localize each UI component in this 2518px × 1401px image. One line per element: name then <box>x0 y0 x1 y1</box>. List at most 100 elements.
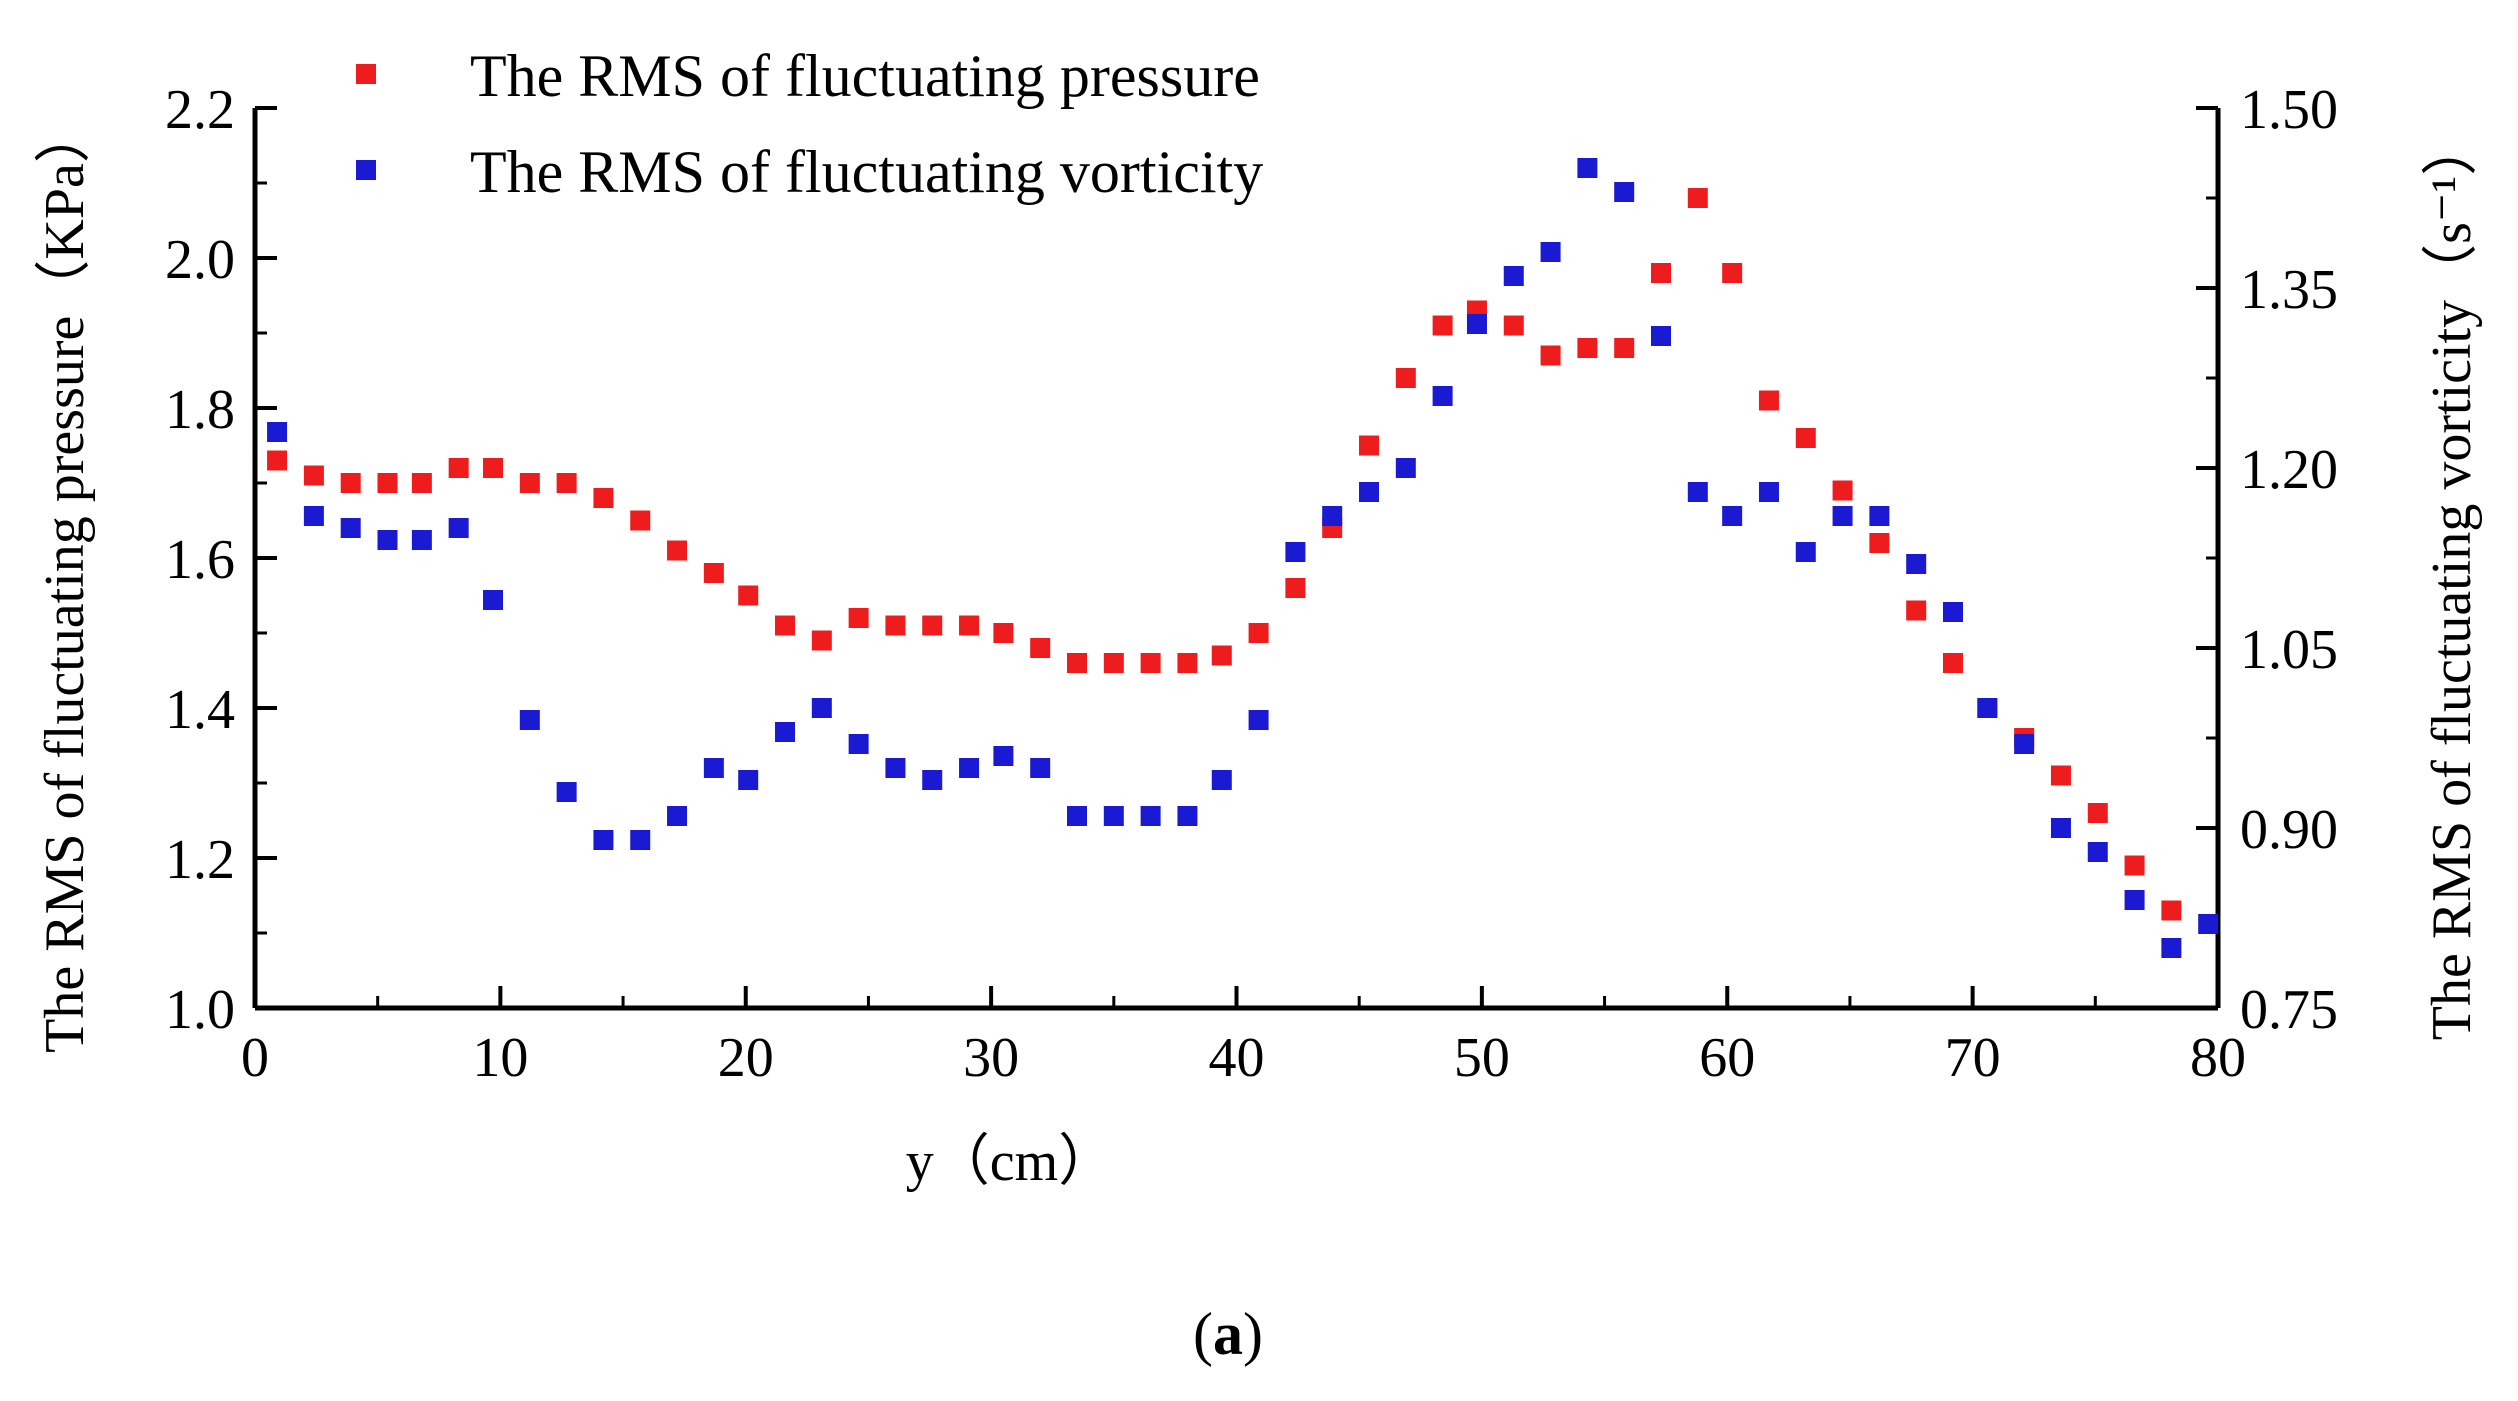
vorticity-point <box>959 758 980 778</box>
pressure-point <box>630 510 651 531</box>
x-axis-ticks: 0 10 20 30 40 50 60 70 80 <box>241 986 2246 1089</box>
pressure-point <box>667 540 688 561</box>
vorticity-point <box>2161 938 2182 958</box>
pressure-point <box>1030 638 1051 658</box>
pressure-point <box>2124 855 2145 876</box>
pressure-point <box>1722 263 1743 283</box>
pressure-point <box>2087 803 2108 823</box>
pressure-point <box>1906 600 1927 621</box>
pressure-point <box>1177 653 1198 673</box>
caption-close: ) <box>1243 1301 1263 1367</box>
y-left-axis-ticks: 1.0 1.2 1.4 1.6 1.8 2.0 2.2 <box>165 79 277 1041</box>
vorticity-point <box>519 710 540 730</box>
vorticity-point <box>1758 482 1779 502</box>
y-right-axis-ticks: 0.75 0.90 1.05 1.20 1.35 1.50 <box>2196 79 2338 1041</box>
legend-label-vorticity: The RMS of fluctuating vorticity <box>470 139 1263 205</box>
pressure-point <box>1285 578 1306 598</box>
pressure-point <box>738 585 759 606</box>
pressure-point <box>1103 653 1124 673</box>
x-tick-label: 0 <box>241 1027 269 1089</box>
y-right-tick-label: 1.05 <box>2240 619 2338 681</box>
x-tick-label: 10 <box>472 1027 528 1089</box>
vorticity-point <box>1359 482 1380 502</box>
pressure-point <box>267 450 288 471</box>
legend-swatch-vorticity <box>356 160 376 180</box>
vorticity-point <box>1687 482 1708 502</box>
y-left-tick-label: 2.2 <box>165 79 235 141</box>
vorticity-point <box>1432 386 1453 406</box>
vorticity-point <box>811 698 832 718</box>
vorticity-point <box>377 530 398 550</box>
vorticity-point <box>1614 182 1635 202</box>
vorticity-point <box>448 518 469 538</box>
vorticity-point <box>1977 698 1998 718</box>
x-tick-label: 40 <box>1209 1027 1265 1089</box>
y-left-tick-label: 1.0 <box>165 979 235 1041</box>
y-left-tick-label: 1.2 <box>165 829 235 891</box>
legend: The RMS of fluctuating pressure The RMS … <box>356 43 1263 205</box>
vorticity-point <box>267 422 288 442</box>
caption-open: ( <box>1193 1301 1213 1367</box>
vorticity-point <box>1395 458 1416 478</box>
vorticity-point <box>1211 770 1232 790</box>
pressure-point <box>556 473 577 493</box>
vorticity-point <box>1503 266 1524 286</box>
x-tick-label: 50 <box>1454 1027 1510 1089</box>
vorticity-point <box>703 758 724 778</box>
y-right-tick-label: 0.90 <box>2240 799 2338 861</box>
pressure-point <box>1942 653 1963 673</box>
pressure-point <box>593 488 614 508</box>
y-right-axis-title: The RMS of fluctuating vorticity（s⁻¹） <box>2421 120 2483 1040</box>
pressure-point <box>1248 623 1269 643</box>
y-left-tick-label: 1.8 <box>165 379 235 441</box>
y-right-tick-label: 1.20 <box>2240 439 2338 501</box>
vorticity-point <box>885 758 906 778</box>
x-axis-title: y（cm） <box>906 1131 1114 1193</box>
vorticity-point <box>1942 602 1963 622</box>
pressure-point <box>848 608 869 628</box>
vorticity-point <box>2198 914 2219 934</box>
pressure-point <box>1503 315 1524 336</box>
x-tick-label: 80 <box>2190 1027 2246 1089</box>
pressure-point <box>1614 338 1635 358</box>
pressure-point <box>885 615 906 636</box>
pressure-point <box>1650 263 1671 283</box>
pressure-point <box>483 458 504 478</box>
pressure-point <box>2050 765 2071 786</box>
y-left-tick-label: 2.0 <box>165 229 235 291</box>
vorticity-point <box>2087 842 2108 862</box>
pressure-point <box>1067 653 1088 673</box>
pressure-point <box>703 563 724 583</box>
data-points <box>267 158 2219 958</box>
pressure-point <box>1540 345 1561 366</box>
x-tick-label: 30 <box>963 1027 1019 1089</box>
x-tick-label: 20 <box>718 1027 774 1089</box>
pressure-point <box>1758 390 1779 411</box>
pressure-point <box>411 473 432 493</box>
vorticity-point <box>1832 506 1853 526</box>
vorticity-point <box>2124 890 2145 910</box>
vorticity-point <box>2014 734 2035 754</box>
vorticity-point <box>1140 806 1161 826</box>
vorticity-point <box>1285 542 1306 562</box>
vorticity-point <box>1869 506 1890 526</box>
vorticity-point <box>1650 326 1671 346</box>
vorticity-point <box>1030 758 1051 778</box>
vorticity-point <box>1540 242 1561 262</box>
vorticity-point <box>775 722 796 742</box>
vorticity-point <box>593 830 614 850</box>
pressure-point <box>340 473 361 493</box>
vorticity-point <box>1322 506 1343 526</box>
x-tick-label: 70 <box>1945 1027 2001 1089</box>
pressure-point <box>1577 338 1598 358</box>
pressure-point <box>1832 480 1853 501</box>
pressure-point <box>2161 900 2182 921</box>
pressure-point <box>1432 315 1453 336</box>
vorticity-point <box>630 830 651 850</box>
vorticity-point <box>483 590 504 610</box>
legend-label-pressure: The RMS of fluctuating pressure <box>470 43 1260 109</box>
pressure-point <box>1359 435 1380 456</box>
vorticity-point <box>2050 818 2071 838</box>
x-tick-label: 60 <box>1699 1027 1755 1089</box>
